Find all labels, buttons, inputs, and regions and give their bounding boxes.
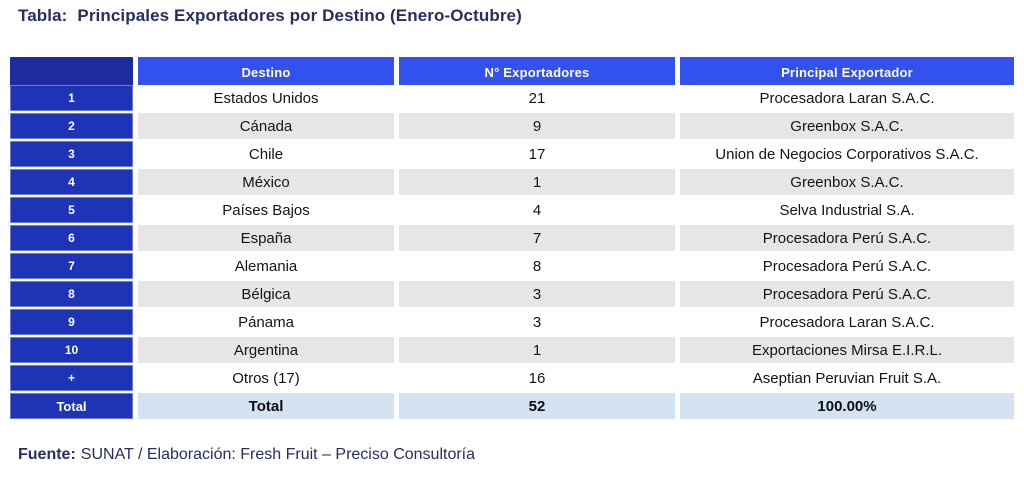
source-label: Fuente: — [18, 446, 76, 463]
principal-exportador-cell: Greenbox S.A.C. — [680, 113, 1014, 139]
total-index-cell: Total — [10, 393, 133, 419]
destino-cell: Chile — [138, 141, 394, 167]
destino-cell: España — [138, 225, 394, 251]
exportadores-cell: 7 — [399, 225, 675, 251]
row-index-cell: 3 — [10, 141, 133, 167]
exportadores-cell: 3 — [399, 281, 675, 307]
principal-exportador-cell: Procesadora Perú S.A.C. — [680, 225, 1014, 251]
destino-cell: Cánada — [138, 113, 394, 139]
corner-header-cell — [10, 57, 133, 88]
exportadores-cell: 1 — [399, 169, 675, 195]
destino-cell: Argentina — [138, 337, 394, 363]
row-index-cell: 1 — [10, 85, 133, 111]
destino-cell: México — [138, 169, 394, 195]
row-index-cell: 4 — [10, 169, 133, 195]
destino-cell: Bélgica — [138, 281, 394, 307]
exportadores-cell: 21 — [399, 85, 675, 111]
principal-exportador-cell: Greenbox S.A.C. — [680, 169, 1014, 195]
page-title: Tabla: Principales Exportadores por Desti… — [18, 6, 522, 26]
page-title-text: Principales Exportadores por Destino (En… — [77, 6, 522, 25]
row-index-cell: 5 — [10, 197, 133, 223]
destino-cell: Pánama — [138, 309, 394, 335]
total-exportadores-cell: 52 — [399, 393, 675, 419]
exportadores-cell: 17 — [399, 141, 675, 167]
row-index-cell: 10 — [10, 337, 133, 363]
destino-cell: Otros (17) — [138, 365, 394, 391]
destino-cell: Países Bajos — [138, 197, 394, 223]
destino-cell: Estados Unidos — [138, 85, 394, 111]
principal-exportador-cell: Selva Industrial S.A. — [680, 197, 1014, 223]
row-index-cell: 9 — [10, 309, 133, 335]
exportadores-cell: 8 — [399, 253, 675, 279]
row-index-cell: 2 — [10, 113, 133, 139]
page-title-label: Tabla: — [18, 6, 68, 25]
principal-exportador-cell: Union de Negocios Corporativos S.A.C. — [680, 141, 1014, 167]
principal-exportador-cell: Procesadora Perú S.A.C. — [680, 253, 1014, 279]
exporters-table: Destino N° Exportadores Principal Export… — [10, 57, 1014, 419]
row-index-cell: 8 — [10, 281, 133, 307]
row-index-cell: 7 — [10, 253, 133, 279]
principal-exportador-cell: Procesadora Laran S.A.C. — [680, 85, 1014, 111]
principal-exportador-cell: Exportaciones Mirsa E.I.R.L. — [680, 337, 1014, 363]
column-header-destino: Destino — [138, 57, 394, 88]
row-index-cell: 6 — [10, 225, 133, 251]
principal-exportador-cell: Procesadora Laran S.A.C. — [680, 309, 1014, 335]
exportadores-cell: 16 — [399, 365, 675, 391]
principal-exportador-cell: Procesadora Perú S.A.C. — [680, 281, 1014, 307]
source-note: Fuente: SUNAT / Elaboración: Fresh Fruit … — [18, 446, 475, 464]
row-index-cell: + — [10, 365, 133, 391]
exportadores-cell: 1 — [399, 337, 675, 363]
exportadores-cell: 4 — [399, 197, 675, 223]
exportadores-cell: 3 — [399, 309, 675, 335]
source-text: SUNAT / Elaboración: Fresh Fruit – Preci… — [80, 446, 476, 463]
column-header-n-exportadores: N° Exportadores — [399, 57, 675, 88]
destino-cell: Alemania — [138, 253, 394, 279]
exportadores-cell: 9 — [399, 113, 675, 139]
principal-exportador-cell: Aseptian Peruvian Fruit S.A. — [680, 365, 1014, 391]
total-principal-cell: 100.00% — [680, 393, 1014, 419]
column-header-principal-exportador: Principal Exportador — [680, 57, 1014, 88]
total-destino-cell: Total — [138, 393, 394, 419]
